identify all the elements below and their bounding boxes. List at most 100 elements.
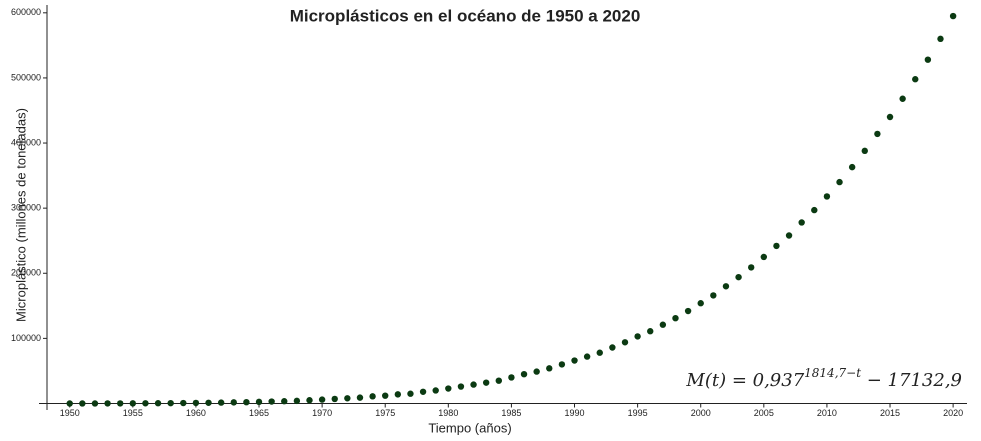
data-point	[533, 368, 540, 375]
data-point	[684, 307, 692, 315]
data-point	[659, 321, 667, 328]
equation-exponent: 1814,7−t	[804, 366, 861, 380]
data-point	[798, 219, 805, 226]
data-point	[369, 393, 376, 400]
y-tick-label: 600000	[11, 7, 41, 17]
data-point	[382, 392, 389, 399]
data-point	[836, 178, 843, 186]
data-point	[886, 113, 894, 121]
data-point	[394, 391, 402, 398]
data-point	[344, 395, 351, 402]
data-point	[457, 383, 465, 390]
data-point	[912, 76, 919, 83]
data-point	[621, 339, 629, 346]
data-point	[949, 12, 957, 20]
x-tick-label: 2010	[817, 408, 837, 418]
x-axis-label: Tiempo (años)	[428, 420, 511, 435]
data-point	[79, 400, 86, 407]
data-point	[306, 397, 313, 404]
data-point	[217, 399, 225, 406]
data-point	[899, 95, 906, 102]
chart-title: Microplásticos en el océano de 1950 a 20…	[290, 6, 641, 25]
data-point	[558, 361, 566, 368]
x-tick-label: 1975	[375, 408, 395, 418]
x-tick-label: 1970	[312, 408, 332, 418]
data-point	[811, 206, 818, 214]
data-point	[91, 400, 99, 407]
data-point	[129, 400, 137, 407]
x-tick-label: 1995	[628, 408, 648, 418]
data-point	[634, 333, 641, 340]
y-tick-label: 500000	[11, 72, 41, 82]
y-tick-label: 300000	[11, 203, 41, 213]
data-point	[293, 397, 301, 405]
data-point	[356, 394, 364, 401]
data-point	[874, 130, 881, 138]
equation-base: M(t) = 0,937	[685, 370, 804, 391]
x-tick-label: 1980	[438, 408, 458, 418]
data-point	[255, 398, 263, 406]
equation: M(t) = 0,9371814,7−t − 17132,9	[685, 366, 962, 392]
data-point	[205, 399, 212, 406]
data-point	[697, 300, 704, 307]
data-point	[773, 242, 780, 250]
data-point	[710, 292, 717, 299]
data-point	[722, 283, 730, 290]
data-point	[154, 400, 162, 407]
x-tick-label: 2020	[943, 408, 963, 418]
data-point	[142, 400, 149, 407]
y-axis-label: Microplástico (millones de toneladas)	[13, 108, 28, 322]
data-point	[243, 398, 250, 406]
x-tick-label: 2000	[691, 408, 711, 418]
data-point	[281, 398, 288, 405]
data-point	[104, 400, 111, 407]
data-point	[419, 388, 427, 395]
x-tick-label: 1985	[501, 408, 521, 418]
data-point	[647, 328, 654, 335]
data-point	[823, 193, 831, 200]
data-point	[495, 377, 502, 384]
data-point	[571, 357, 578, 364]
x-tick-label: 1950	[60, 408, 80, 418]
data-point	[331, 395, 338, 403]
data-point	[546, 365, 553, 372]
data-point	[268, 398, 275, 405]
data-point	[861, 147, 868, 155]
data-point	[432, 387, 439, 394]
data-point	[116, 400, 124, 407]
x-tick-label: 1990	[565, 408, 585, 418]
data-point	[735, 273, 742, 281]
y-tick-label: 400000	[11, 137, 41, 147]
data-point	[760, 253, 768, 261]
data-point	[482, 379, 490, 386]
data-point	[230, 399, 237, 406]
data-point	[407, 390, 414, 397]
data-point	[508, 374, 515, 381]
y-tick-label: 100000	[11, 333, 41, 343]
x-tick-label: 2015	[880, 408, 900, 418]
data-point	[66, 400, 73, 407]
data-point	[937, 35, 944, 43]
data-point	[167, 399, 174, 407]
y-tick-label: 200000	[11, 268, 41, 278]
x-tick-label: 1960	[186, 408, 206, 418]
data-point	[672, 314, 679, 322]
data-point	[596, 349, 603, 356]
x-tick-label: 1955	[123, 408, 143, 418]
data-point	[520, 370, 528, 378]
data-point	[609, 344, 616, 351]
equation-rest: − 17132,9	[861, 370, 962, 391]
data-point	[785, 232, 793, 239]
x-tick-label: 2005	[754, 408, 774, 418]
data-point	[445, 385, 452, 392]
data-point	[180, 399, 187, 407]
data-point	[318, 396, 326, 403]
data-point	[848, 163, 856, 171]
x-tick-label: 1965	[249, 408, 269, 418]
data-point	[924, 56, 932, 63]
data-point	[470, 381, 477, 388]
data-point	[583, 353, 591, 360]
data-point	[747, 264, 755, 271]
data-point	[192, 399, 200, 407]
